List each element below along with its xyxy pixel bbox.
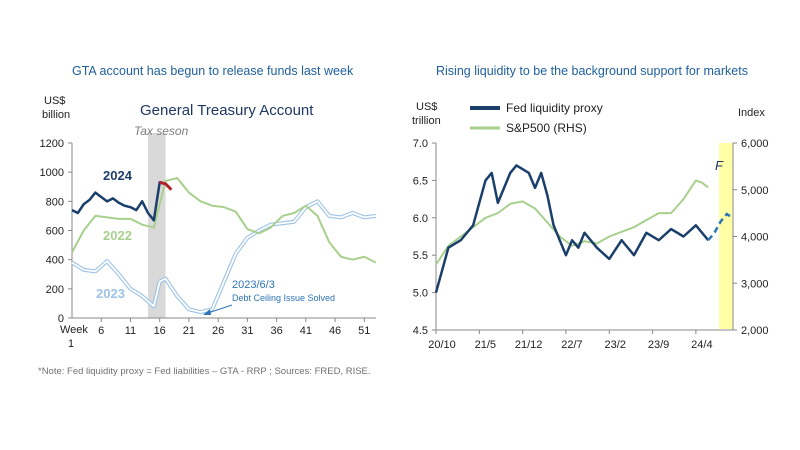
left-unit-label: US$ <box>44 95 65 107</box>
right-left-tick-label: 4.5 <box>413 325 428 337</box>
legend-sp500-label: S&P500 (RHS) <box>506 121 587 135</box>
gta-chart-title: General Treasury Account <box>140 102 314 119</box>
right-right-tick-label: 5,000 <box>741 185 769 197</box>
left-unit-label-2: billion <box>42 109 70 121</box>
left-x-tick-label: 51 <box>358 325 370 337</box>
right-left-tick-label: 5.0 <box>413 288 428 300</box>
right-right-tick-label: 2,000 <box>741 325 769 337</box>
left-x-label: Week <box>60 324 88 336</box>
left-x-tick-label: 31 <box>241 325 253 337</box>
right-x-tick-label: 24/4 <box>691 339 712 351</box>
right-right-tick-label: 4,000 <box>741 232 769 244</box>
tax-season-band <box>148 133 166 318</box>
right-left-tick-label: 7.0 <box>413 138 428 150</box>
right-left-tick-label: 6.5 <box>413 175 428 187</box>
series-label-2024: 2024 <box>103 168 133 183</box>
left-x-tick-label: 26 <box>212 325 224 337</box>
left-y-tick-label: 600 <box>46 226 64 238</box>
annotation-arrowhead <box>203 309 211 315</box>
forecast-band <box>719 143 733 329</box>
right-chart: 4.5 5.0 5.5 6.0 6.5 7.0 2,000 3,000 4,000 5,000 6… <box>412 101 769 351</box>
left-x-tick-label: 41 <box>300 325 312 337</box>
right-panel-title: Rising liquidity to be the background su… <box>436 64 748 78</box>
left-x-tick-label: 16 <box>154 325 166 337</box>
right-x-tick-label: 22/7 <box>561 339 582 351</box>
sp500-line <box>435 179 709 266</box>
right-x-tick-label: 21/12 <box>515 339 543 351</box>
series-2024-latest-line <box>159 180 173 191</box>
left-x-tick-label: 11 <box>125 325 136 337</box>
left-chart: 0 200 400 600 800 1000 1200 6 11 16 21 26 31 36 41 46 5… <box>40 95 377 350</box>
left-x-tick-label: 21 <box>183 325 195 337</box>
left-y-tick-label: 1000 <box>40 167 64 179</box>
left-y-tick-label: 1200 <box>40 138 64 150</box>
annotation-text: Debt Ceiling Issue Solved <box>232 293 335 303</box>
right-left-tick-label: 6.0 <box>413 213 428 225</box>
right-right-tick-label: 3,000 <box>741 278 769 290</box>
series-2023-line-inner <box>71 200 377 314</box>
left-panel-title: GTA account has begun to release funds l… <box>72 64 354 78</box>
annotation-date: 2023/6/3 <box>232 279 275 291</box>
right-axis-unit-label: Index <box>738 107 765 119</box>
left-y-tick-label: 0 <box>58 313 64 325</box>
right-right-tick-label: 6,000 <box>741 138 769 150</box>
right-x-tick-label: 20/10 <box>428 339 456 351</box>
left-x-label-2: 1 <box>68 338 74 350</box>
right-x-tick-label: 21/5 <box>475 339 496 351</box>
right-x-tick-label: 23/2 <box>605 339 626 351</box>
series-label-2023: 2023 <box>96 286 125 301</box>
series-label-2022: 2022 <box>103 228 132 243</box>
right-unit-label-2: trillion <box>412 115 441 127</box>
left-x-tick-label: 46 <box>329 325 341 337</box>
tax-season-label: Tax seson <box>134 124 189 138</box>
fed-liquidity-line <box>434 164 710 293</box>
source-note: *Note: Fed liquidity proxy = Fed liabili… <box>38 366 371 377</box>
fed-liquidity-forecast-line <box>707 212 734 242</box>
series-2024-line <box>71 181 166 222</box>
left-x-tick-label: 6 <box>98 325 104 337</box>
left-y-tick-label: 800 <box>46 196 64 208</box>
forecast-label: F <box>715 158 724 173</box>
left-y-tick-label: 400 <box>46 255 64 267</box>
legend-fed-label: Fed liquidity proxy <box>506 101 603 115</box>
right-unit-label: US$ <box>416 101 437 113</box>
series-2022-line <box>71 177 377 264</box>
right-left-tick-label: 5.5 <box>413 250 428 262</box>
left-y-tick-label: 200 <box>46 284 64 296</box>
right-x-tick-label: 23/9 <box>648 339 669 351</box>
left-x-tick-label: 36 <box>270 325 282 337</box>
